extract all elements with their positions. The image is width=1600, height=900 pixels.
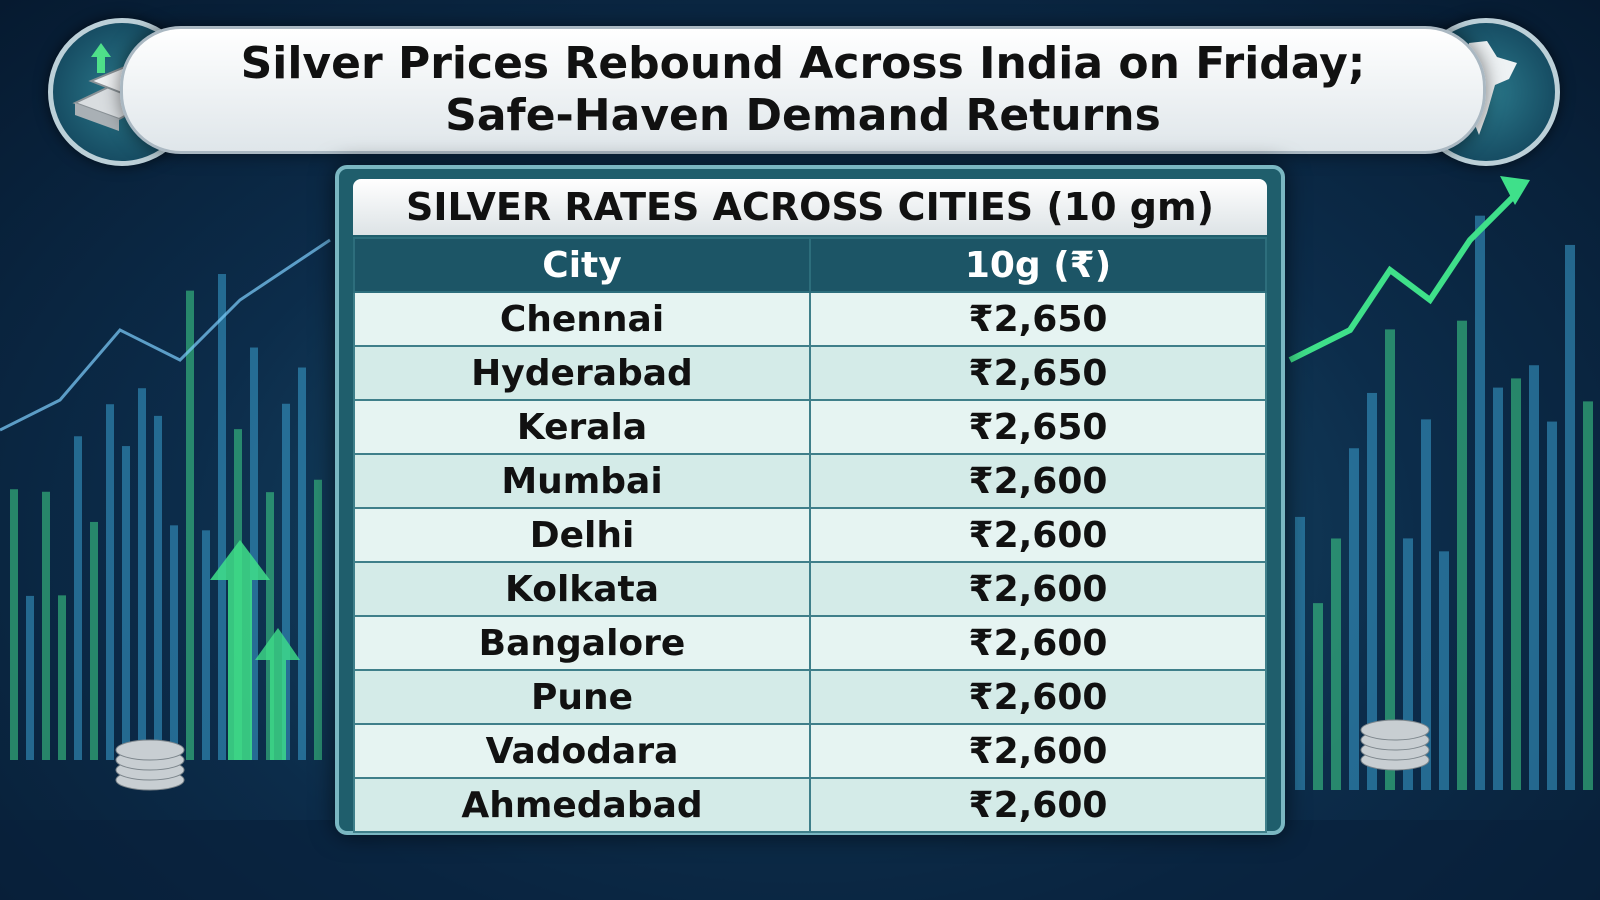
decoration: [1493, 387, 1503, 790]
decoration: [0, 238, 331, 432]
decoration: [106, 404, 114, 760]
decoration: [1313, 603, 1323, 790]
rate-cell: ₹2,600: [809, 669, 1267, 725]
decoration: [1288, 187, 1523, 363]
rate-cell: ₹2,600: [809, 615, 1267, 671]
decoration: [138, 388, 146, 760]
table-row: Hyderabad ₹2,650: [353, 345, 1267, 401]
decoration: [1421, 419, 1431, 790]
table-row: Chennai ₹2,650: [353, 291, 1267, 347]
rate-cell: ₹2,600: [809, 777, 1267, 833]
city-cell: Ahmedabad: [353, 777, 811, 833]
decoration: [1331, 538, 1341, 790]
column-header: 10g (₹): [809, 237, 1267, 293]
decoration: [1367, 392, 1377, 790]
headline-line: Silver Prices Rebound Across India on Fr…: [240, 38, 1366, 89]
table-row: Bangalore ₹2,600: [353, 615, 1267, 671]
rate-cell: ₹2,650: [809, 345, 1267, 401]
table-body: Chennai ₹2,650 Hyderabad ₹2,650 Kerala ₹2,650…: [353, 291, 1267, 833]
decoration: [218, 274, 226, 760]
decoration: [1457, 320, 1467, 790]
city-cell: Vadodara: [353, 723, 811, 779]
decoration: [122, 446, 130, 760]
decoration: [1439, 551, 1449, 790]
decoration: [170, 525, 178, 760]
decoration: [1360, 719, 1430, 741]
table-row: Ahmedabad ₹2,600: [353, 777, 1267, 833]
decoration: [1583, 401, 1593, 790]
decoration: [90, 521, 98, 760]
rates-panel: SILVER RATES ACROSS CITIES (10 gm) City 1…: [335, 165, 1285, 835]
table-row: Pune ₹2,600: [353, 669, 1267, 725]
column-header: City: [353, 237, 811, 293]
decoration: [74, 436, 82, 760]
decoration: [115, 739, 185, 761]
city-cell: Delhi: [353, 507, 811, 563]
rate-cell: ₹2,650: [809, 291, 1267, 347]
decoration: [58, 595, 66, 760]
rate-cell: ₹2,600: [809, 723, 1267, 779]
decoration: [1529, 365, 1539, 790]
decoration: [1565, 244, 1575, 790]
city-cell: Chennai: [353, 291, 811, 347]
city-cell: Bangalore: [353, 615, 811, 671]
decoration: [282, 403, 290, 760]
decoration: [26, 595, 34, 760]
table-row: Vadodara ₹2,600: [353, 723, 1267, 779]
decoration: [1511, 378, 1521, 790]
rates-table: City 10g (₹) Chennai ₹2,650 Hyderabad ₹2,650…: [353, 237, 1267, 833]
table-row: Mumbai ₹2,600: [353, 453, 1267, 509]
table-title: SILVER RATES ACROSS CITIES (10 gm): [353, 179, 1267, 235]
decoration: [1403, 538, 1413, 790]
decoration: [1547, 421, 1557, 790]
decoration: [298, 367, 306, 760]
rate-cell: ₹2,650: [809, 399, 1267, 455]
table-row: Kerala ₹2,650: [353, 399, 1267, 455]
rate-cell: ₹2,600: [809, 507, 1267, 563]
decoration: [10, 489, 18, 760]
headline-line: Safe-Haven Demand Returns: [445, 90, 1161, 141]
headline-banner: Silver Prices Rebound Across India on Fr…: [120, 26, 1486, 154]
decoration: [314, 479, 322, 760]
decoration: [1385, 329, 1395, 790]
decoration: [202, 530, 210, 760]
city-cell: Pune: [353, 669, 811, 725]
decoration: [154, 415, 162, 760]
table-row: Kolkata ₹2,600: [353, 561, 1267, 617]
decoration: [1349, 448, 1359, 790]
decoration: [42, 491, 50, 760]
decoration: [186, 290, 194, 760]
decoration: [210, 540, 270, 760]
table-row: Delhi ₹2,600: [353, 507, 1267, 563]
city-cell: Kerala: [353, 399, 811, 455]
decoration: [1295, 516, 1305, 790]
decoration: [1500, 176, 1530, 205]
city-cell: Hyderabad: [353, 345, 811, 401]
header-row: City 10g (₹): [353, 237, 1267, 293]
rate-cell: ₹2,600: [809, 453, 1267, 509]
decoration: [255, 628, 300, 760]
city-cell: Kolkata: [353, 561, 811, 617]
decoration: [266, 492, 274, 760]
city-cell: Mumbai: [353, 453, 811, 509]
decoration: [1475, 215, 1485, 790]
rate-cell: ₹2,600: [809, 561, 1267, 617]
decoration: [250, 347, 258, 760]
